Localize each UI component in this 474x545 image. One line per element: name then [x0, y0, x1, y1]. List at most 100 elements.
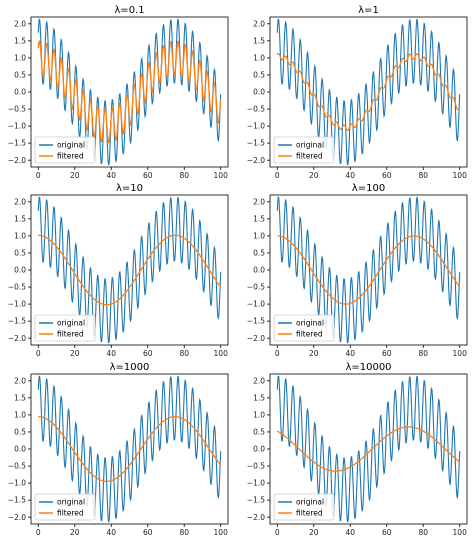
chart-panel: 0 20 40 60 80 100 −2.0 −1.5 −1.0 −0.5 0.0 0.5 1.0 1.5… [8, 183, 229, 358]
series-line-original [37, 375, 222, 523]
y-tick-label: −1.5 [247, 496, 265, 505]
y-tick-label: 2.0 [14, 376, 26, 385]
series-line-filtered [38, 234, 222, 306]
y-tick-label: −0.5 [247, 462, 265, 471]
y-tick-label: 0.0 [253, 266, 265, 275]
y-tick-label: 0.0 [14, 88, 26, 97]
x-tick-label: 20 [70, 528, 80, 537]
y-tick-label: 1.0 [253, 54, 265, 63]
y-tick-label: 0.5 [14, 249, 26, 258]
chart-panel: 0 20 40 60 80 100 −2.0 −1.5 −1.0 −0.5 0.0 0.5 1.0 1.5… [247, 183, 468, 358]
x-tick-label: 40 [106, 349, 116, 358]
x-tick-label: 40 [345, 528, 355, 537]
x-tick-label: 80 [418, 171, 428, 180]
x-tick-label: 40 [106, 528, 116, 537]
x-tick-label: 60 [382, 171, 392, 180]
x-tick-label: 100 [214, 349, 229, 358]
y-tick-label: −1.0 [247, 122, 265, 131]
x-tick-label: 0 [275, 528, 280, 537]
y-tick-label: 1.0 [253, 232, 265, 241]
y-tick-label: 0.5 [253, 249, 265, 258]
panel-title: λ=100 [352, 183, 385, 194]
legend-label-filtered: filtered [57, 330, 84, 339]
panel-title: λ=0.1 [114, 5, 144, 16]
series-line-original [276, 18, 461, 166]
y-tick-label: 1.5 [253, 393, 265, 402]
y-tick-label: 0.0 [14, 266, 26, 275]
series-line-filtered [276, 52, 461, 132]
legend-label-filtered: filtered [57, 509, 84, 518]
x-tick-label: 0 [36, 349, 41, 358]
x-tick-label: 80 [179, 171, 189, 180]
y-tick-label: −2.0 [8, 334, 26, 343]
series-line-original [276, 196, 461, 344]
y-tick-label: 0.5 [14, 428, 26, 437]
y-tick-label: 1.5 [14, 36, 26, 45]
y-tick-label: −1.5 [8, 496, 26, 505]
y-tick-label: −0.5 [8, 462, 26, 471]
y-tick-label: −0.5 [8, 283, 26, 292]
chart-panel: 0 20 40 60 80 100 −2.0 −1.5 −1.0 −0.5 0.0 0.5 1.0 1.5… [247, 362, 468, 537]
y-tick-label: −0.5 [247, 283, 265, 292]
x-tick-label: 40 [106, 171, 116, 180]
x-tick-label: 40 [345, 171, 355, 180]
x-tick-label: 20 [309, 528, 319, 537]
x-tick-label: 60 [382, 528, 392, 537]
y-tick-label: −1.5 [8, 139, 26, 148]
x-tick-label: 20 [70, 349, 80, 358]
y-tick-label: −1.5 [8, 317, 26, 326]
y-tick-label: −0.5 [8, 105, 26, 114]
y-tick-label: −2.0 [247, 156, 265, 165]
y-tick-label: 1.0 [14, 54, 26, 63]
y-tick-label: −1.0 [8, 122, 26, 131]
x-tick-label: 100 [453, 349, 468, 358]
panel-title: λ=1000 [110, 362, 150, 373]
y-tick-label: 1.5 [14, 393, 26, 402]
legend-label-original: original [296, 141, 324, 150]
y-tick-label: −1.0 [8, 300, 26, 309]
y-tick-label: 0.5 [14, 71, 26, 80]
y-tick-label: 2.0 [253, 376, 265, 385]
y-tick-label: −1.5 [247, 317, 265, 326]
series-line-filtered [276, 426, 461, 472]
x-tick-label: 0 [275, 349, 280, 358]
y-tick-label: 2.0 [253, 197, 265, 206]
x-tick-label: 0 [36, 528, 41, 537]
panel-title: λ=1 [358, 5, 379, 16]
y-tick-label: 1.0 [253, 411, 265, 420]
x-tick-label: 80 [179, 349, 189, 358]
y-tick-label: 0.5 [253, 71, 265, 80]
legend-label-original: original [296, 498, 324, 507]
series-line-filtered [37, 40, 222, 144]
legend-label-original: original [296, 319, 324, 328]
y-tick-label: 2.0 [253, 19, 265, 28]
legend-label-original: original [57, 498, 85, 507]
x-tick-label: 20 [309, 349, 319, 358]
x-tick-label: 80 [418, 349, 428, 358]
panel-title: λ=10 [116, 183, 143, 194]
y-tick-label: 0.0 [253, 445, 265, 454]
x-tick-label: 60 [143, 171, 153, 180]
y-tick-label: 1.0 [14, 411, 26, 420]
legend-label-filtered: filtered [296, 152, 323, 161]
y-tick-label: −2.0 [247, 513, 265, 522]
legend-label-original: original [57, 141, 85, 150]
chart-panel: 0 20 40 60 80 100 −2.0 −1.5 −1.0 −0.5 0.0 0.5 1.0 1.5… [8, 362, 229, 537]
panel-title: λ=10000 [345, 362, 391, 373]
legend-label-filtered: filtered [57, 152, 84, 161]
y-tick-label: −2.0 [8, 513, 26, 522]
chart-panel: 0 20 40 60 80 100 −2.0 −1.5 −1.0 −0.5 0.0 0.5 1.0 1.5… [8, 5, 229, 180]
series-line-filtered [38, 415, 222, 483]
series-line-original [37, 196, 222, 344]
legend-label-original: original [57, 319, 85, 328]
x-tick-label: 100 [214, 528, 229, 537]
y-tick-label: 2.0 [14, 19, 26, 28]
y-tick-label: −1.0 [8, 479, 26, 488]
y-tick-label: −2.0 [8, 156, 26, 165]
y-tick-label: 1.5 [253, 214, 265, 223]
x-tick-label: 20 [70, 171, 80, 180]
series-line-original [276, 375, 461, 523]
x-tick-label: 100 [453, 528, 468, 537]
x-tick-label: 100 [214, 171, 229, 180]
